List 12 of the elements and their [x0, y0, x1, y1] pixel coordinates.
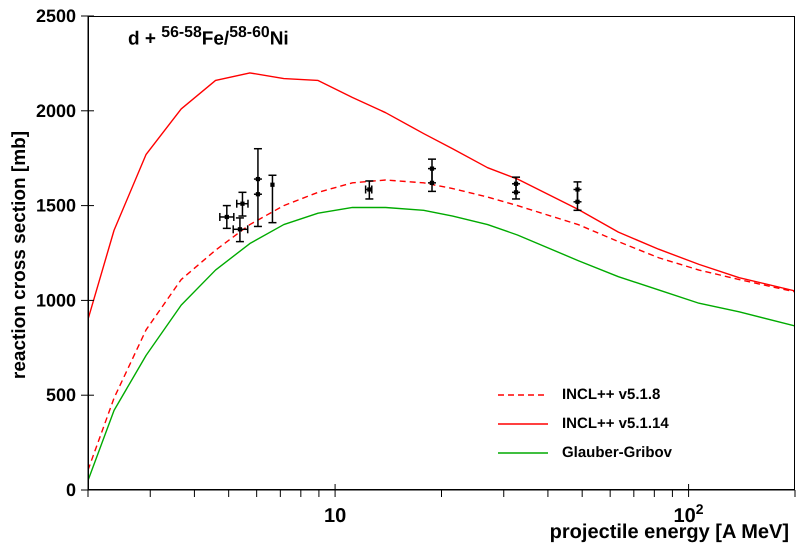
legend-label: Glauber-Gribov — [562, 444, 672, 461]
y-tick-label: 2000 — [36, 100, 76, 121]
text: d + $^{56-58}$Fe/$^{58-60}$Ni — [128, 24, 289, 50]
legend-label: INCL++ v5.1.14 — [562, 415, 669, 432]
y-axis-title: reaction cross section [mb] — [9, 130, 31, 380]
x-tick-label: 10 — [324, 505, 346, 527]
y-tick-label: 0 — [66, 480, 76, 500]
y-tick-label: 1500 — [36, 196, 76, 216]
y-tick-label: 1000 — [36, 290, 76, 310]
legend-label: INCL++ v5.1.8 — [562, 386, 660, 403]
y-tick-label: 500 — [46, 385, 76, 406]
y-tick-label: 2500 — [36, 6, 76, 26]
